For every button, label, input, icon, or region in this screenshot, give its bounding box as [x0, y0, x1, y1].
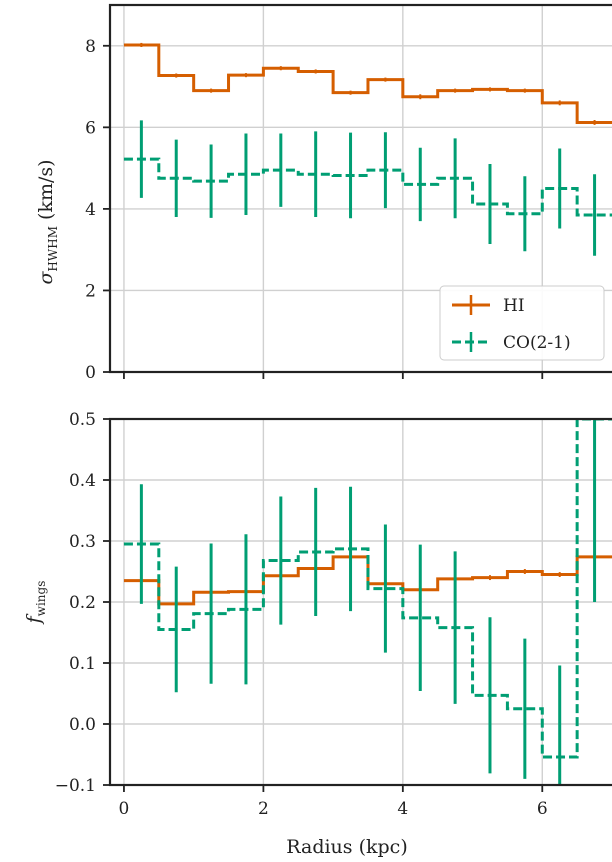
legend-item-co: CO(2-1)	[452, 332, 571, 353]
axes-frame	[108, 3, 612, 374]
y-tick-label: −0.1	[55, 776, 96, 796]
y-tick-label: 0.2	[69, 593, 96, 613]
series-line-co	[123, 157, 612, 217]
x-tick-label: 6	[537, 799, 548, 819]
legend-label-co: CO(2-1)	[503, 333, 571, 353]
y-tick-label: 0.4	[69, 471, 96, 491]
legend-label-hi: HI	[503, 296, 525, 316]
top-y-axis-title: σHWHM (km/s)	[35, 159, 60, 284]
legend-item-hi: HI	[452, 295, 525, 316]
x-tick-label: 2	[258, 799, 269, 819]
y-tick-label: 0.5	[69, 410, 96, 430]
x-tick-label: 4	[397, 799, 408, 819]
series-line-hi	[123, 43, 612, 124]
y-tick-label: 0.1	[69, 654, 96, 674]
y-tick-label: 8	[85, 37, 96, 57]
y-tick-label: 0.3	[69, 532, 96, 552]
series-line-co	[123, 418, 612, 759]
y-tick-label: 4	[85, 200, 96, 220]
x-axis-title: Radius (kpc)	[286, 836, 407, 858]
bottom-y-axis-title: fwings	[23, 581, 48, 626]
x-tick-label: 0	[119, 799, 130, 819]
y-tick-label: 0	[85, 363, 96, 383]
y-tick-label: 6	[85, 118, 96, 138]
legend: HI CO(2-1)	[439, 285, 605, 361]
series-hi-group	[123, 42, 612, 125]
series-co-group	[123, 120, 612, 256]
y-tick-label: 0.0	[69, 715, 96, 735]
top-panel: 0 2 4 6 8	[85, 3, 612, 383]
bottom-panel: 0 2 4 6 −0.1 0.0 0.1 0.2 0.3 0.4 0.5	[55, 410, 612, 819]
y-tick-label: 2	[85, 281, 96, 301]
